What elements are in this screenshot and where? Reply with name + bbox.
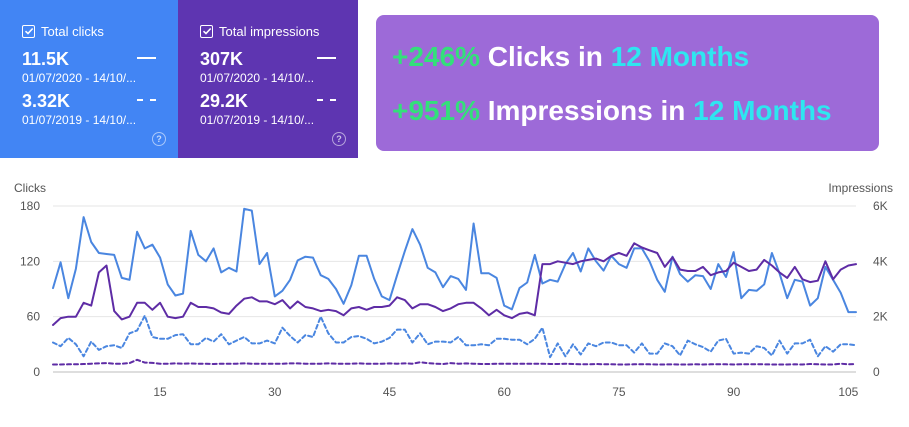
solid-line-legend-icon bbox=[317, 57, 336, 59]
x-tick-label: 90 bbox=[727, 385, 741, 399]
clicks-current-series-line bbox=[52, 207, 857, 314]
x-tick-label: 75 bbox=[612, 385, 626, 399]
clicks-current-metric: 11.5K 01/07/2020 - 14/10/... bbox=[22, 48, 178, 86]
impressions-current-value: 307K bbox=[200, 49, 244, 69]
x-tick-label: 105 bbox=[838, 385, 858, 399]
y-right-tick-label: 0 bbox=[873, 365, 880, 379]
total-clicks-card[interactable]: Total clicks 11.5K 01/07/2020 - 14/10/..… bbox=[0, 0, 178, 158]
total-impressions-header[interactable]: Total impressions bbox=[200, 22, 358, 40]
clicks-growth-label: Clicks in bbox=[479, 41, 611, 72]
y-left-tick-label: 60 bbox=[27, 310, 41, 324]
help-icon[interactable]: ? bbox=[332, 132, 346, 146]
clicks-previous-value: 3.32K bbox=[22, 91, 71, 111]
solid-line-legend-icon bbox=[137, 57, 156, 59]
impressions-previous-metric: 29.2K 01/07/2019 - 14/10/... bbox=[200, 90, 358, 128]
x-tick-label: 30 bbox=[268, 385, 282, 399]
growth-banner: +246% Clicks in 12 Months +951% Impressi… bbox=[376, 15, 879, 151]
y-right-tick-label: 2K bbox=[873, 310, 888, 324]
checkbox-checked-icon[interactable] bbox=[22, 24, 35, 38]
clicks-previous-series-line bbox=[52, 314, 857, 359]
help-icon[interactable]: ? bbox=[152, 132, 166, 146]
y-right-tick-label: 6K bbox=[873, 199, 888, 213]
y-left-tick-label: 0 bbox=[33, 365, 40, 379]
clicks-previous-range: 01/07/2019 - 14/10/... bbox=[22, 113, 137, 127]
total-clicks-header[interactable]: Total clicks bbox=[22, 22, 178, 40]
checkbox-checked-icon[interactable] bbox=[200, 24, 213, 38]
y-left-tick-label: 180 bbox=[20, 199, 40, 213]
total-impressions-card[interactable]: Total impressions 307K 01/07/2020 - 14/1… bbox=[178, 0, 358, 158]
dashed-line-legend-icon bbox=[137, 99, 156, 101]
performance-line-chart[interactable]: Clicks Impressions 0 60 120 180 0 2K 4K 6K 15 30 45 6… bbox=[0, 176, 909, 427]
clicks-previous-metric: 3.32K 01/07/2019 - 14/10/... bbox=[22, 90, 178, 128]
y-left-tick-label: 120 bbox=[20, 254, 40, 268]
clicks-growth-line: +246% Clicks in 12 Months bbox=[392, 37, 879, 91]
dashed-line-legend-icon bbox=[317, 99, 336, 101]
y-right-axis-title: Impressions bbox=[828, 181, 893, 195]
impressions-current-metric: 307K 01/07/2020 - 14/10/... bbox=[200, 48, 358, 86]
impressions-previous-series-line bbox=[52, 358, 857, 366]
impressions-previous-range: 01/07/2019 - 14/10/... bbox=[200, 113, 315, 127]
clicks-growth-period: 12 Months bbox=[610, 41, 750, 72]
impressions-current-series-line bbox=[52, 242, 857, 326]
y-right-tick-label: 4K bbox=[873, 254, 888, 268]
x-tick-label: 60 bbox=[498, 385, 512, 399]
clicks-current-range: 01/07/2020 - 14/10/... bbox=[22, 71, 137, 85]
impressions-growth-period: 12 Months bbox=[693, 95, 832, 126]
impressions-growth-label: Impressions in bbox=[479, 95, 694, 126]
clicks-growth-percent: +246% bbox=[392, 41, 480, 72]
clicks-current-value: 11.5K bbox=[22, 49, 70, 69]
total-impressions-label: Total impressions bbox=[219, 23, 320, 39]
impressions-current-range: 01/07/2020 - 14/10/... bbox=[200, 71, 315, 85]
impressions-growth-line: +951% Impressions in 12 Months bbox=[392, 91, 879, 145]
x-tick-label: 15 bbox=[153, 385, 167, 399]
x-tick-label: 45 bbox=[383, 385, 397, 399]
impressions-growth-percent: +951% bbox=[392, 95, 480, 126]
total-clicks-label: Total clicks bbox=[41, 23, 104, 39]
y-left-axis-title: Clicks bbox=[14, 181, 46, 195]
impressions-previous-value: 29.2K bbox=[200, 91, 249, 111]
